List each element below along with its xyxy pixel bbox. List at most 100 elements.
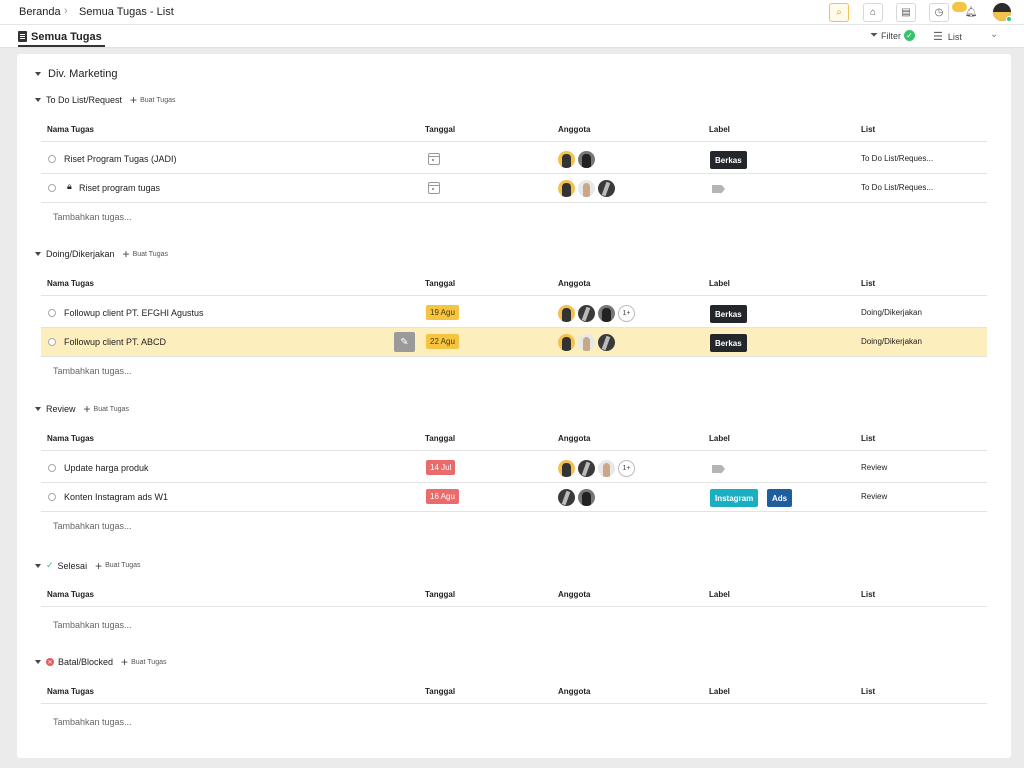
- calendar-icon[interactable]: [428, 182, 440, 194]
- table-row[interactable]: Followup client PT. EFGHI Agustus 19 Agu…: [41, 299, 987, 328]
- add-task-link[interactable]: Tambahkan tugas...: [53, 717, 132, 727]
- avatar: [578, 489, 595, 506]
- calculator-button[interactable]: ▤: [896, 3, 916, 22]
- storefront-icon: ⌂: [869, 7, 877, 18]
- history-button[interactable]: ◷: [929, 3, 949, 22]
- member-avatars[interactable]: [558, 489, 595, 506]
- create-task-button[interactable]: + Buat Tugas: [84, 403, 129, 415]
- col-tanggal: Tanggal: [425, 590, 456, 599]
- division-header[interactable]: Div. Marketing: [35, 68, 117, 80]
- list-name: Review: [861, 463, 888, 472]
- task-name[interactable]: Riset program tugas: [79, 183, 161, 193]
- task-name[interactable]: Riset Program Tugas (JADI): [64, 154, 177, 164]
- create-task-button[interactable]: + Buat Tugas: [121, 655, 166, 669]
- complete-checkbox[interactable]: [48, 309, 56, 317]
- avatar: [578, 305, 595, 322]
- label-tag-icon[interactable]: [712, 465, 725, 473]
- section-batal: ✕ Batal/Blocked + Buat Tugas Nama Tugas T…: [35, 655, 995, 732]
- calendar-icon[interactable]: [428, 153, 440, 165]
- table-row[interactable]: Konten Instagram ads W1 16 Agu Instagram…: [41, 483, 987, 512]
- member-avatars[interactable]: 1+: [558, 460, 635, 477]
- section-title: Batal/Blocked: [58, 657, 114, 667]
- collapse-caret-icon: [35, 660, 41, 664]
- section-title: Selesai: [57, 560, 88, 571]
- list-name: Review: [861, 492, 888, 501]
- add-task-link[interactable]: Tambahkan tugas...: [53, 620, 132, 630]
- more-members-badge[interactable]: 1+: [618, 305, 635, 322]
- funnel-icon: ⏷: [870, 30, 878, 41]
- plus-icon: +: [130, 93, 138, 107]
- view-label: List: [947, 31, 962, 42]
- col-anggota: Anggota: [558, 687, 591, 696]
- table-row[interactable]: 🔒︎ Riset program tugas To Do List/Reques…: [41, 174, 987, 203]
- create-task-button[interactable]: + Buat Tugas: [130, 93, 176, 107]
- create-task-button[interactable]: + Buat Tugas: [123, 248, 168, 260]
- complete-checkbox[interactable]: [48, 155, 56, 163]
- tab-bar: Semua Tugas ⏷ Filter ✓ ☰ List ⌄: [0, 25, 1024, 48]
- create-task-label: Buat Tugas: [140, 96, 176, 104]
- section-header[interactable]: To Do List/Request + Buat Tugas: [35, 93, 176, 107]
- col-label: Label: [709, 125, 730, 134]
- due-date-badge[interactable]: 14 Jul: [426, 460, 456, 475]
- add-task-link[interactable]: Tambahkan tugas...: [53, 212, 132, 222]
- section-doing: Doing/Dikerjakan + Buat Tugas Nama Tugas …: [35, 248, 995, 379]
- complete-checkbox[interactable]: [48, 493, 56, 501]
- filter-button[interactable]: ⏷ Filter ✓: [870, 30, 915, 41]
- view-selector[interactable]: ☰ List: [933, 30, 962, 43]
- complete-checkbox[interactable]: [48, 184, 56, 192]
- tab-semua-tugas[interactable]: Semua Tugas: [18, 28, 105, 47]
- table-row[interactable]: Update harga produk 14 Jul 1+ Review: [41, 454, 987, 483]
- avatar: [558, 460, 575, 477]
- label-tag[interactable]: Berkas: [710, 151, 747, 169]
- add-task-link[interactable]: Tambahkan tugas...: [53, 521, 132, 531]
- create-task-button[interactable]: + Buat Tugas: [95, 560, 140, 572]
- task-name[interactable]: Konten Instagram ads W1: [64, 492, 169, 502]
- more-members-badge[interactable]: 1+: [618, 460, 635, 477]
- breadcrumb-home[interactable]: Beranda: [19, 6, 61, 18]
- search-icon: ⌕: [836, 7, 842, 18]
- due-date-badge[interactable]: 16 Agu: [426, 489, 459, 504]
- task-name[interactable]: Followup client PT. ABCD: [64, 337, 167, 347]
- label-tag[interactable]: Berkas: [710, 334, 747, 352]
- due-date-badge[interactable]: 22 Agu: [426, 334, 459, 349]
- column-headers: Nama Tugas Tanggal Anggota Label List: [41, 122, 987, 142]
- label-tag-ads[interactable]: Ads: [767, 489, 793, 507]
- section-header[interactable]: ✕ Batal/Blocked + Buat Tugas: [35, 655, 166, 669]
- label-tag-icon[interactable]: [712, 185, 725, 193]
- member-avatars[interactable]: [558, 180, 615, 197]
- task-name[interactable]: Update harga produk: [64, 463, 149, 473]
- member-avatars[interactable]: 1+: [558, 305, 635, 322]
- complete-checkbox[interactable]: [48, 464, 56, 472]
- search-button[interactable]: ⌕: [829, 3, 849, 22]
- chevron-down-icon[interactable]: ⌄: [990, 29, 999, 40]
- plus-icon: +: [121, 655, 129, 669]
- add-task-link[interactable]: Tambahkan tugas...: [53, 366, 132, 376]
- label-tag-instagram[interactable]: Instagram: [710, 489, 759, 507]
- label-tag[interactable]: Berkas: [710, 305, 747, 323]
- main-card: [17, 54, 1011, 758]
- col-anggota: Anggota: [558, 125, 591, 134]
- list-view-icon: ☰: [933, 31, 943, 43]
- avatar: [578, 460, 595, 477]
- storefront-button[interactable]: ⌂: [863, 3, 883, 22]
- col-nama: Nama Tugas: [47, 434, 94, 443]
- section-header[interactable]: Doing/Dikerjakan + Buat Tugas: [35, 248, 168, 260]
- col-label: Label: [709, 434, 730, 443]
- complete-checkbox[interactable]: [48, 338, 56, 346]
- table-row[interactable]: Riset Program Tugas (JADI) Berkas To Do …: [41, 145, 987, 174]
- col-tanggal: Tanggal: [425, 279, 456, 288]
- section-header[interactable]: Review + Buat Tugas: [35, 403, 129, 415]
- col-label: Label: [709, 590, 730, 599]
- task-name[interactable]: Followup client PT. EFGHI Agustus: [64, 308, 204, 318]
- table-row-hovered[interactable]: Followup client PT. ABCD ✎ 22 Agu Berkas…: [41, 328, 987, 357]
- member-avatars[interactable]: [558, 151, 595, 168]
- list-name: Doing/Dikerjakan: [861, 337, 922, 346]
- section-header[interactable]: ✓ Selesai + Buat Tugas: [35, 560, 141, 572]
- col-anggota: Anggota: [558, 590, 591, 599]
- edit-pencil-icon[interactable]: ✎: [394, 332, 415, 352]
- notification-button[interactable]: 🔔︎: [962, 3, 980, 22]
- avatar: [598, 180, 615, 197]
- due-date-badge[interactable]: 19 Agu: [426, 305, 459, 320]
- member-avatars[interactable]: [558, 334, 615, 351]
- tab-label: Semua Tugas: [31, 30, 102, 43]
